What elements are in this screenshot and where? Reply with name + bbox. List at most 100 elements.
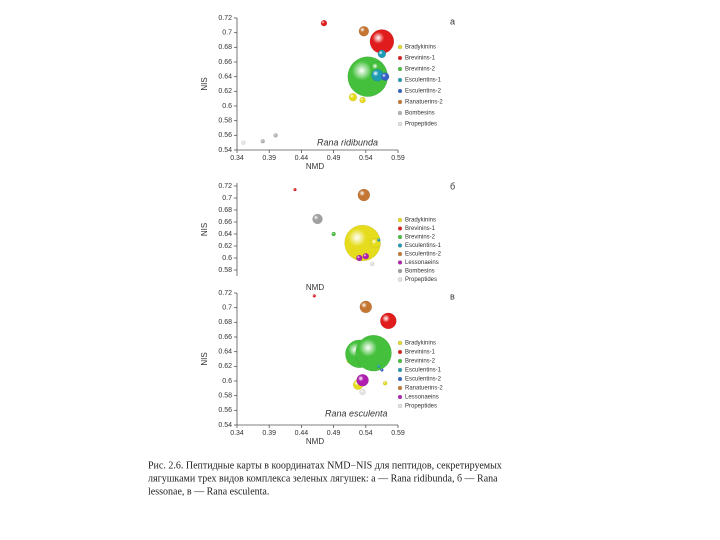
panel-label: б [450, 181, 455, 191]
legend-label: Bradykinins [405, 218, 436, 224]
legend-swatch [397, 217, 403, 223]
y-tick-label: 0.6 [222, 378, 232, 385]
x-tick-label: 0.59 [391, 155, 405, 162]
y-tick-label: 0.62 [218, 88, 232, 95]
x-tick-label: 0.44 [295, 430, 309, 437]
y-tick-label: 0.66 [218, 219, 232, 226]
x-tick-label: 0.34 [230, 155, 244, 162]
bubble [380, 312, 397, 330]
x-axis-label: NMD [306, 283, 324, 292]
legend-label: Bombesins [405, 111, 435, 117]
y-tick-label: 0.56 [218, 132, 232, 139]
y-tick-label: 0.7 [222, 195, 232, 202]
y-tick-label: 0.54 [218, 422, 232, 429]
legend-swatch [397, 394, 403, 400]
legend-label: Esculentins-1 [405, 78, 442, 84]
legend-label: Esculentins-2 [405, 89, 442, 95]
panel-label: в [450, 291, 455, 301]
legend-label: Esculentins-1 [405, 368, 442, 374]
y-tick-label: 0.7 [222, 305, 232, 312]
bubble [376, 364, 381, 369]
legend-label: Propeptides [405, 404, 437, 410]
y-tick-label: 0.58 [218, 393, 232, 400]
y-tick-label: 0.64 [218, 74, 232, 81]
legend-swatch [397, 226, 403, 231]
legend-label: Ranatuerins-2 [405, 386, 443, 392]
y-axis-label: NIS [200, 352, 209, 365]
caption-line: lessonae, в — Rana esculenta. [148, 486, 269, 497]
y-tick-label: 0.72 [218, 183, 232, 190]
bubble [356, 254, 363, 262]
legend-label: Brevinins-1 [405, 226, 436, 232]
bubble [355, 334, 392, 372]
legend-label: Brevinins-2 [405, 235, 436, 241]
annotation: Rana esculenta [325, 408, 388, 418]
annotation: Rana ridibunda [317, 137, 378, 147]
legend-swatch [397, 340, 403, 346]
legend-swatch [397, 268, 403, 274]
bubble [357, 188, 371, 202]
x-tick-label: 0.54 [359, 430, 373, 437]
legend-swatch [397, 77, 403, 83]
x-tick-label: 0.34 [230, 430, 244, 437]
legend-swatch [397, 44, 403, 50]
y-tick-label: 0.72 [218, 290, 232, 297]
y-tick-label: 0.54 [218, 147, 232, 154]
bubble [293, 187, 297, 192]
y-tick-label: 0.6 [222, 255, 232, 262]
legend-label: Brevinins-1 [405, 56, 436, 62]
bubble [312, 213, 323, 225]
y-tick-label: 0.68 [218, 319, 232, 326]
y-tick-label: 0.66 [218, 59, 232, 66]
bubble [380, 368, 384, 372]
legend-label: Lessonaeins [405, 260, 439, 266]
bubble [273, 133, 278, 138]
bubble [380, 72, 390, 81]
legend-swatch [397, 121, 403, 127]
bubble [358, 26, 370, 37]
bubble [382, 381, 388, 386]
bubble [362, 253, 369, 260]
legend-swatch [397, 358, 403, 364]
bubble [312, 294, 316, 298]
y-tick-label: 0.62 [218, 363, 232, 370]
legend-swatch [397, 367, 403, 373]
panel-label: а [450, 16, 455, 26]
x-axis-label: NMD [306, 162, 324, 171]
y-axis-label: NIS [200, 77, 209, 90]
y-tick-label: 0.72 [218, 15, 232, 22]
y-tick-label: 0.66 [218, 334, 232, 341]
x-tick-label: 0.49 [327, 430, 341, 437]
bubble [356, 374, 369, 387]
y-tick-label: 0.56 [218, 407, 232, 414]
x-tick-label: 0.54 [359, 155, 373, 162]
bubble [370, 261, 375, 267]
y-tick-label: 0.64 [218, 231, 232, 238]
legend-swatch [397, 88, 403, 94]
legend-swatch [397, 66, 403, 72]
legend-swatch [397, 403, 403, 409]
y-axis-label: NIS [200, 223, 209, 236]
legend-label: Bombesins [405, 269, 435, 275]
y-tick-label: 0.6 [222, 103, 232, 110]
legend-label: Esculentins-2 [405, 252, 442, 258]
legend-swatch [397, 260, 403, 265]
bubble [344, 224, 381, 262]
x-tick-label: 0.44 [295, 155, 309, 162]
bubble [260, 138, 265, 144]
legend-label: Propeptides [405, 277, 437, 283]
legend-label: Esculentins-1 [405, 243, 442, 249]
x-tick-label: 0.49 [327, 155, 341, 162]
x-tick-label: 0.39 [262, 430, 276, 437]
bubble [359, 96, 366, 104]
legend-label: Bradykinins [405, 341, 436, 347]
legend-label: Brevinins-2 [405, 67, 436, 73]
legend-swatch [397, 234, 403, 240]
legend-label: Brevinins-1 [405, 350, 436, 356]
charts: 0.54 0.56 0.58 0.6 0.62 0.64 0.66 0.68 0.7 0.72 0.… [200, 15, 455, 446]
bubble [377, 49, 387, 59]
legend-label: Ranatuerins-2 [405, 100, 443, 106]
legend-swatch [397, 376, 403, 382]
bubble [359, 300, 372, 314]
legend-swatch [397, 385, 403, 391]
